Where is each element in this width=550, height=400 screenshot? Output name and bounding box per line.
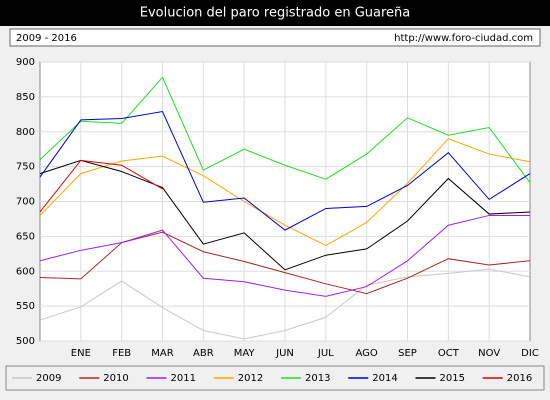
title-bar bbox=[0, 0, 550, 26]
x-tick-label: ENE bbox=[71, 348, 91, 359]
legend-label: 2014 bbox=[372, 373, 397, 384]
y-tick-label: 500 bbox=[16, 336, 35, 347]
source: http://www.foro-ciudad.com bbox=[394, 33, 533, 44]
series-line bbox=[39, 214, 530, 297]
chart-title: Evolucion del paro registrado en Guareña bbox=[140, 6, 411, 21]
series-line bbox=[39, 138, 531, 247]
series-line bbox=[39, 159, 531, 271]
legend-label: 2016 bbox=[507, 373, 532, 384]
y-tick-label: 800 bbox=[16, 127, 35, 138]
y-tick-label: 850 bbox=[16, 92, 35, 103]
y-tick-label: 900 bbox=[16, 57, 35, 68]
series-line bbox=[39, 110, 531, 231]
x-tick-label: ABR bbox=[193, 348, 214, 359]
x-tick-label: DIC bbox=[521, 348, 539, 359]
x-tick-label: MAR bbox=[151, 348, 173, 359]
x-tick-label: JUN bbox=[275, 348, 294, 359]
subtitle-box bbox=[9, 28, 541, 47]
x-tick-label: SEP bbox=[398, 348, 417, 359]
series-line bbox=[39, 159, 163, 213]
x-tick-label: JUL bbox=[317, 348, 334, 359]
legend-label: 2009 bbox=[36, 373, 61, 384]
legend-label: 2015 bbox=[440, 373, 465, 384]
y-tick-label: 700 bbox=[16, 197, 35, 208]
x-tick-label: NOV bbox=[478, 348, 500, 359]
legend-label: 2012 bbox=[238, 373, 263, 384]
y-tick-label: 550 bbox=[16, 301, 35, 312]
legend-label: 2011 bbox=[171, 373, 196, 384]
x-tick-label: AGO bbox=[356, 348, 378, 359]
legend-label: 2010 bbox=[103, 373, 128, 384]
x-tick-label: OCT bbox=[438, 348, 460, 359]
legend-label: 2013 bbox=[305, 373, 330, 384]
x-tick-label: MAY bbox=[234, 348, 256, 359]
series-line bbox=[39, 76, 531, 183]
x-tick-label: FEB bbox=[112, 348, 131, 359]
y-tick-label: 650 bbox=[16, 231, 35, 242]
y-tick-label: 600 bbox=[16, 266, 35, 277]
subtitle: 2009 - 2016 bbox=[16, 33, 77, 44]
y-tick-label: 750 bbox=[16, 162, 35, 173]
series-line bbox=[39, 268, 531, 340]
